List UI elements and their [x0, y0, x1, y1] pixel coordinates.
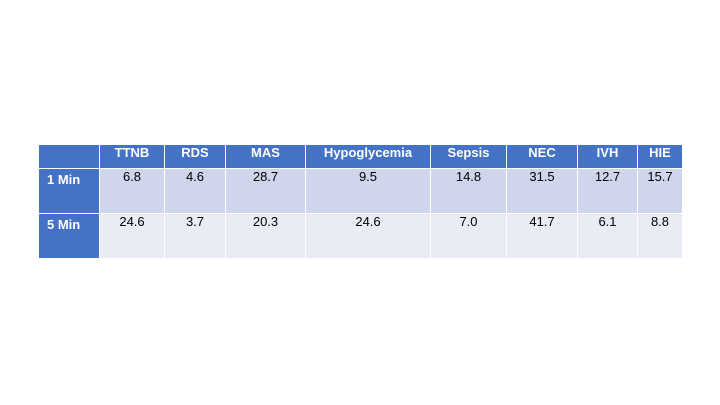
row-header-5-min: 5 Min — [38, 213, 100, 259]
table-cell: 31.5 — [506, 168, 578, 214]
table-cell: 3.7 — [164, 213, 226, 259]
column-header-ivh: IVH — [577, 144, 638, 169]
table-cell: 9.5 — [305, 168, 431, 214]
table-cell: 6.8 — [99, 168, 165, 214]
table-cell: 41.7 — [506, 213, 578, 259]
table-cell: 14.8 — [430, 168, 507, 214]
column-header-hypoglycemia: Hypoglycemia — [305, 144, 431, 169]
table-row: 1 Min 6.8 4.6 28.7 9.5 14.8 31.5 12.7 15… — [38, 168, 683, 214]
column-header-hie: HIE — [637, 144, 683, 169]
table-cell: 8.8 — [637, 213, 683, 259]
table-cell: 24.6 — [305, 213, 431, 259]
table-cell: 24.6 — [99, 213, 165, 259]
column-header-ttnb: TTNB — [99, 144, 165, 169]
column-header-sepsis: Sepsis — [430, 144, 507, 169]
table-cell: 12.7 — [577, 168, 638, 214]
table-cell: 6.1 — [577, 213, 638, 259]
column-header-mas: MAS — [225, 144, 306, 169]
table-cell: 7.0 — [430, 213, 507, 259]
table-row: 5 Min 24.6 3.7 20.3 24.6 7.0 41.7 6.1 8.… — [38, 213, 683, 259]
column-header-rds: RDS — [164, 144, 226, 169]
table-header-row: TTNB RDS MAS Hypoglycemia Sepsis NEC IVH… — [38, 144, 683, 169]
table-cell: 15.7 — [637, 168, 683, 214]
table-cell: 20.3 — [225, 213, 306, 259]
table-cell: 28.7 — [225, 168, 306, 214]
table-cell: 4.6 — [164, 168, 226, 214]
column-header-nec: NEC — [506, 144, 578, 169]
row-header-1-min: 1 Min — [38, 168, 100, 214]
apgar-outcome-table: TTNB RDS MAS Hypoglycemia Sepsis NEC IVH… — [38, 144, 683, 259]
corner-cell — [38, 144, 100, 169]
